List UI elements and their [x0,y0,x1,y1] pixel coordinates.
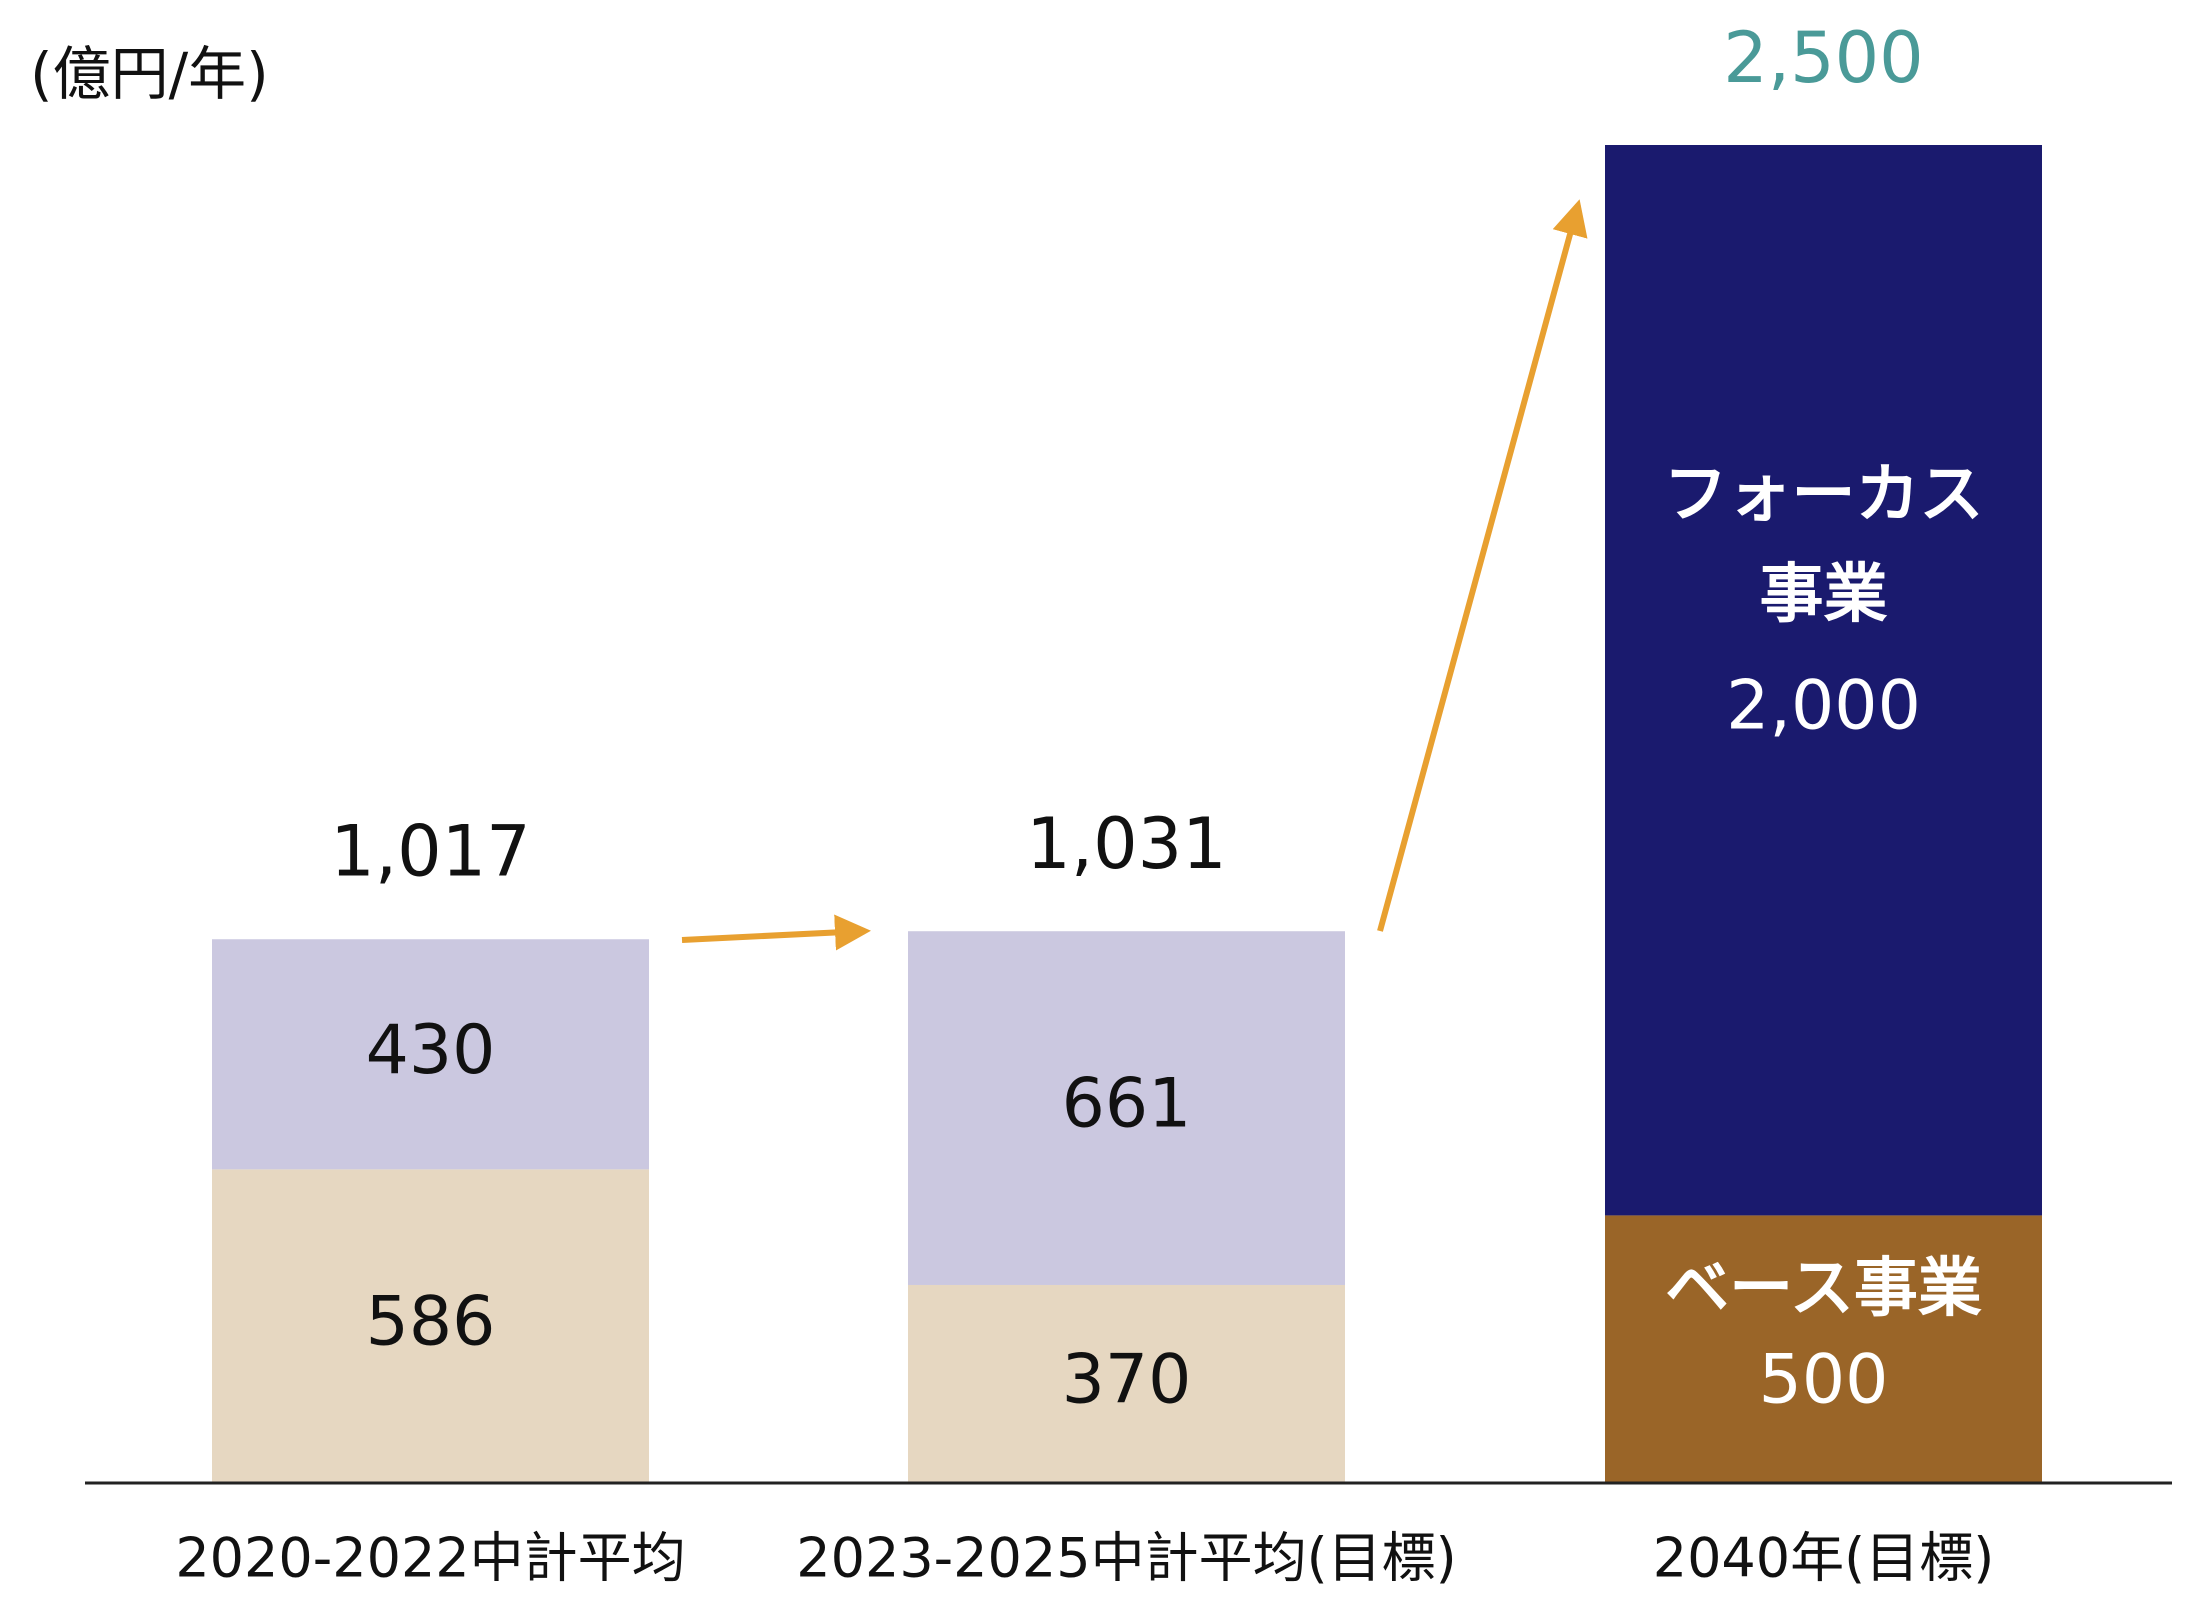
arrow [1377,199,1588,932]
bar-segment [212,939,649,1170]
unit-label: (億円/年) [30,40,269,108]
data-label: 500 [1759,1341,1889,1420]
segment-name-box: フォーカス事業 [1663,458,1984,633]
total-label: 1,017 [330,811,530,893]
bar-segment [1605,1215,2042,1483]
data-label: 2,000 [1726,667,1921,746]
data-label: 586 [366,1283,496,1362]
data-label: 430 [366,1011,496,1090]
bar-segment [908,1284,1345,1483]
total-label: 2,500 [1723,17,1923,99]
x-tick-label: 2020-2022中計平均 [175,1527,685,1590]
bar-segment [908,931,1345,1285]
segment-name: フォーカス事業 [1663,458,1984,633]
segment-name-box: ベース事業 [1665,1252,1982,1327]
bar-segment [1605,145,2042,1216]
segment-name: ベース事業 [1665,1252,1982,1327]
arrow [681,914,871,951]
x-tick-label: 2040年(目標) [1653,1527,1995,1590]
data-label: 370 [1062,1341,1192,1420]
data-label: 661 [1062,1065,1192,1144]
x-tick-label: 2023-2025中計平均(目標) [796,1527,1456,1590]
total-label: 1,031 [1026,803,1226,885]
bar-segment [212,1169,649,1483]
